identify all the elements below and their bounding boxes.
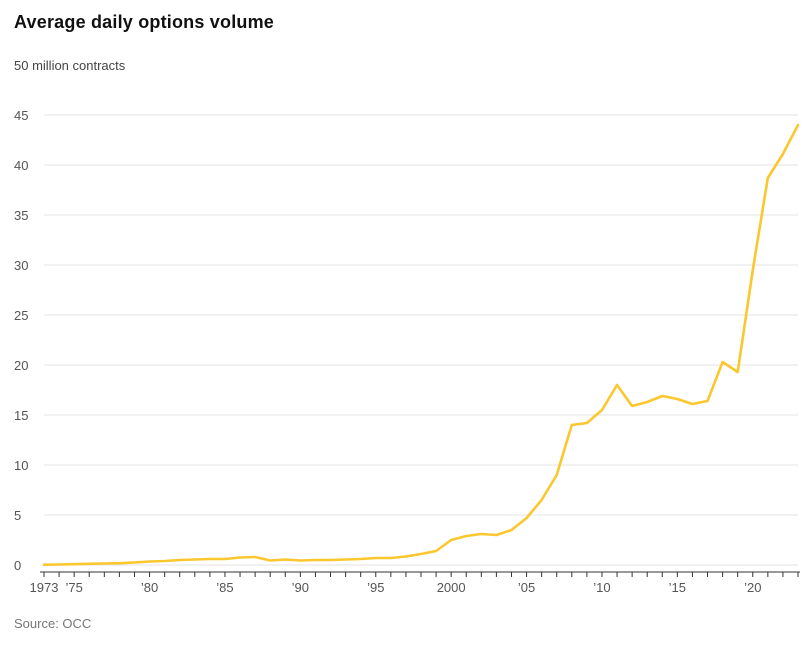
x-axis-labels: 1973 ’75 ’80 ’85 ’90 ’95 2000 ’05 ’10 ’15 ’20	[30, 580, 762, 595]
svg-text:30: 30	[14, 258, 28, 273]
svg-text:20: 20	[14, 358, 28, 373]
svg-text:5: 5	[14, 508, 21, 523]
chart-svg: 50 million contracts 051015202530354045 …	[14, 58, 800, 595]
svg-text:2000: 2000	[437, 580, 466, 595]
unit-label: 50 million contracts	[14, 58, 126, 73]
y-axis-labels: 0 5 10 15 20 25 30 35 40 45	[14, 108, 28, 573]
svg-text:’85: ’85	[216, 580, 233, 595]
svg-text:’10: ’10	[593, 580, 610, 595]
chart-title: Average daily options volume	[14, 12, 274, 32]
series-line	[42, 123, 800, 566]
svg-text:40: 40	[14, 158, 28, 173]
svg-text:35: 35	[14, 208, 28, 223]
svg-text:0: 0	[14, 558, 21, 573]
svg-text:15: 15	[14, 408, 28, 423]
svg-text:’80: ’80	[141, 580, 158, 595]
gridlines	[44, 114, 798, 566]
svg-text:25: 25	[14, 308, 28, 323]
x-axis-ticks	[43, 572, 799, 577]
svg-text:’90: ’90	[292, 580, 309, 595]
svg-text:’15: ’15	[669, 580, 686, 595]
source-note: Source: OCC	[14, 616, 92, 631]
svg-text:10: 10	[14, 458, 28, 473]
svg-text:45: 45	[14, 108, 28, 123]
svg-text:1973: 1973	[30, 580, 59, 595]
svg-text:’95: ’95	[367, 580, 384, 595]
svg-text:’20: ’20	[744, 580, 761, 595]
svg-text:’05: ’05	[518, 580, 535, 595]
svg-text:’75: ’75	[65, 580, 82, 595]
